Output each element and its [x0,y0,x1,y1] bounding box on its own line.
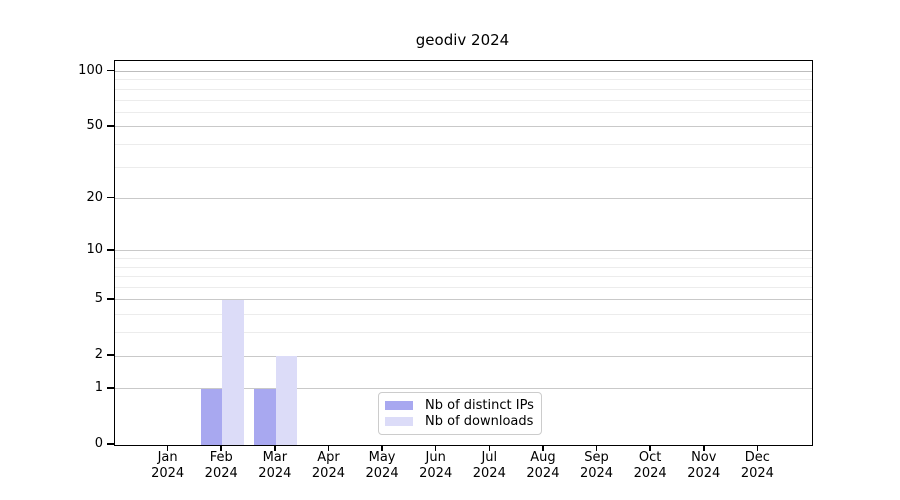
x-tick-year: 2024 [740,466,774,481]
gridline-minor [115,266,812,268]
x-tick-month: Apr [317,450,340,465]
x-tick-mark [166,445,169,451]
bar-distinct-ips [200,388,223,445]
x-tick-mark [595,445,598,451]
legend-label: Nb of downloads [425,414,534,430]
legend-swatch [385,400,413,410]
x-tick-mark [649,445,651,451]
x-tick-label: Feb 2024 [194,450,248,482]
gridline-minor [115,79,812,81]
x-tick-month: Nov [691,450,717,465]
legend: Nb of distinct IPs Nb of downloads [378,392,542,435]
y-tick-label: 0 [94,436,103,451]
x-tick-mark [274,445,276,451]
chart-title: geodiv 2024 [415,31,510,49]
x-tick-label: Nov 2024 [677,450,731,482]
x-tick-mark [703,445,705,451]
gridline-major [115,126,812,128]
y-tick-mark [107,387,114,389]
x-tick-year: 2024 [579,466,614,481]
x-tick-year: 2024 [633,466,667,481]
x-tick-label: Sep 2024 [570,450,624,482]
bar-downloads [222,300,244,445]
x-tick-mark [381,445,383,451]
x-tick-year: 2024 [151,466,185,481]
x-tick-mark [434,445,437,451]
gridline-major [115,250,812,252]
y-tick-label: 10 [86,241,103,257]
plot-area [114,60,813,446]
gridline-minor [115,111,812,113]
y-tick-label: 2 [94,347,103,363]
gridline-major [115,198,812,200]
x-tick-month: Jan [157,450,178,465]
legend-entry: Nb of downloads [385,414,533,431]
x-tick-mark [488,445,491,451]
x-tick-label: May 2024 [355,450,409,482]
x-tick-mark [542,445,544,451]
gridline-minor [115,276,812,278]
x-tick-mark [220,445,222,451]
y-tick-mark [107,69,114,72]
x-tick-month: Jun [425,450,446,465]
gridline-minor [115,143,812,145]
bar-downloads [275,356,298,445]
x-tick-month: Feb [209,450,233,465]
x-tick-label: Aug 2024 [516,450,570,482]
gridline-minor [115,287,812,289]
x-tick-label: Jun 2024 [409,450,463,482]
gridline-minor [115,99,812,101]
x-tick-month: Oct [638,450,662,465]
x-tick-mark [756,445,759,451]
bar-distinct-ips [254,388,276,445]
gridline-minor [115,332,812,334]
x-tick-year: 2024 [258,466,292,481]
gridline-major [115,71,812,72]
x-tick-month: Mar [262,450,288,465]
x-tick-year: 2024 [419,466,453,481]
x-tick-year: 2024 [311,466,345,481]
gridline-major [115,299,812,301]
x-tick-month: Aug [530,450,556,465]
y-tick-mark [107,249,114,251]
y-tick-mark [107,354,114,356]
y-tick-label: 5 [94,290,103,306]
x-tick-year: 2024 [365,466,399,481]
x-tick-mark [327,445,330,451]
y-tick-mark [107,125,114,127]
y-tick-label: 20 [86,189,103,205]
x-tick-month: Sep [584,450,609,465]
gridline-major [115,355,812,357]
legend-entry: Nb of distinct IPs [385,397,534,414]
x-tick-year: 2024 [687,466,721,481]
legend-label: Nb of distinct IPs [425,397,534,413]
x-tick-month: Jul [481,450,498,465]
legend-swatch [385,417,413,427]
x-tick-label: Jan 2024 [141,450,195,482]
x-tick-year: 2024 [526,466,560,481]
x-tick-month: Dec [744,450,770,465]
y-tick-mark [107,298,114,300]
gridline-minor [115,258,812,260]
y-tick-mark [107,196,114,199]
gridline-major [115,388,812,390]
x-tick-year: 2024 [204,466,238,481]
y-tick-label: 100 [78,62,103,78]
y-tick-mark [107,443,114,445]
x-tick-month: May [368,450,396,465]
gridline-minor [115,88,812,90]
x-tick-year: 2024 [472,466,506,481]
gridline-minor [115,166,812,168]
x-tick-label: Apr 2024 [301,450,355,482]
y-tick-label: 1 [94,379,103,395]
x-tick-label: Mar 2024 [248,450,302,482]
x-tick-label: Jul 2024 [462,450,516,482]
gridline-minor [115,314,812,316]
x-tick-label: Oct 2024 [623,450,677,482]
y-tick-label: 50 [86,117,103,133]
x-tick-label: Dec 2024 [730,450,784,482]
